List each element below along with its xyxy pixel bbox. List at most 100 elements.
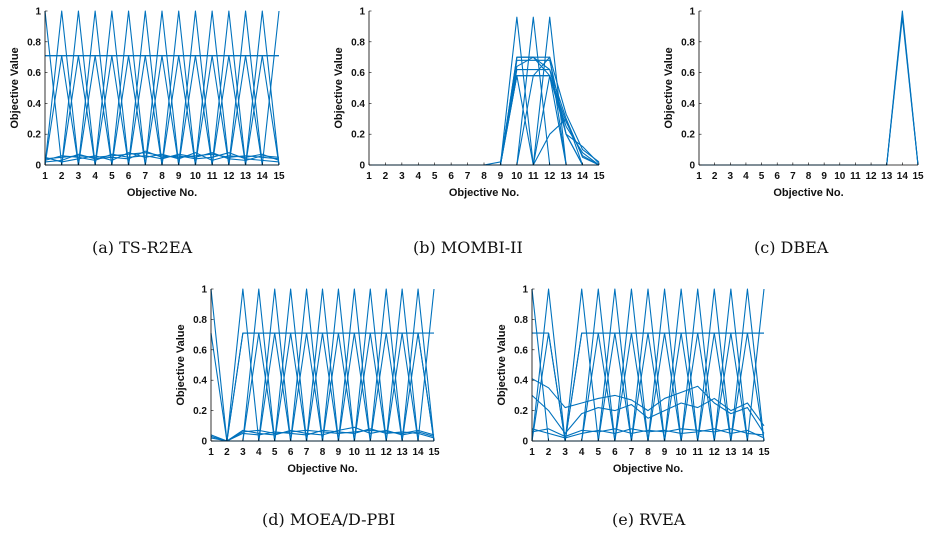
y-axis-label-c: Objective Value [663,47,675,128]
subplot-c: 1 2 3 4 5 6 7 8 9 10 11 12 13 14 1500.20.40.60.81Objec… [663,7,924,200]
x-tick-label-a: 1 [42,171,48,182]
y-tick-label-b: 0.4 [351,99,365,110]
series-line-a-8 [45,10,279,166]
series-line-d-29 [210,428,435,442]
x-tick-label-d: 15 [428,447,440,458]
y-tick-label-d: 0.4 [193,376,207,387]
y-axis-label-b: Objective Value [333,47,345,128]
y-tick-label-b: 0.2 [351,130,365,141]
x-tick-label-d: 1 [208,447,214,458]
x-tick-label-d: 12 [381,447,393,458]
x-tick-label-a: 11 [207,171,218,182]
x-tick-label-e: 5 [596,447,602,458]
y-tick-label-a: 0.8 [27,37,41,48]
y-tick-label-b: 0 [359,161,365,172]
series-line-a-2 [45,10,279,166]
series-line-d-10 [211,288,434,442]
subplot-d: 1 2 3 4 5 6 7 8 9 10 11 12 13 14 1500.20.40.60.81Objec… [175,285,440,476]
caption-a: (a) TS-R2EA [92,238,193,257]
series-line-a-12 [45,10,279,166]
y-tick-label-e: 0.6 [514,345,528,356]
x-tick-label-d: 7 [304,447,310,458]
series-line-d-30 [210,426,435,442]
series-line-a-33 [44,152,280,161]
x-tick-label-a: 5 [109,171,115,182]
x-tick-label-c: 10 [834,171,846,182]
series-line-a-6 [45,10,279,166]
x-tick-label-a: 12 [223,171,235,182]
series-line-a-7 [45,10,279,166]
x-tick-label-a: 15 [273,171,285,182]
x-tick-label-b: 9 [498,171,504,182]
x-tick-label-e: 12 [709,447,721,458]
x-tick-label-a: 8 [159,171,165,182]
x-tick-label-b: 13 [561,171,573,182]
subplot-e: 1 2 3 4 5 6 7 8 9 10 11 12 13 14 1500.20.40.60.81Objec… [496,285,770,476]
y-tick-label-e: 0 [522,437,528,448]
x-tick-label-e: 9 [662,447,668,458]
x-tick-label-b: 14 [577,171,589,182]
y-tick-label-c: 0.4 [681,99,695,110]
series-line-d-9 [211,288,434,442]
x-axis-label-e: Objective No. [613,463,683,475]
x-tick-label-e: 13 [725,447,737,458]
x-tick-label-d: 2 [224,447,230,458]
x-tick-label-a: 13 [240,171,252,182]
x-tick-label-d: 4 [256,447,262,458]
x-tick-label-b: 11 [528,171,539,182]
y-tick-label-d: 0.6 [193,345,207,356]
x-tick-label-e: 4 [579,447,585,458]
x-tick-label-d: 5 [272,447,278,458]
series-line-d-2 [211,288,434,442]
x-tick-label-e: 7 [629,447,635,458]
x-tick-label-c: 13 [881,171,893,182]
x-tick-label-a: 7 [143,171,149,182]
series-line-d-14 [211,288,435,442]
y-tick-label-d: 0.8 [193,315,207,326]
y-tick-label-c: 0.6 [681,68,695,79]
x-tick-label-d: 14 [413,447,425,458]
x-tick-label-b: 3 [399,171,405,182]
series-line-d-7 [211,288,434,442]
x-tick-label-c: 14 [897,171,909,182]
series-line-d-3 [211,288,434,442]
x-tick-label-d: 3 [240,447,246,458]
series-line-a-0 [44,10,279,166]
series-line-d-11 [211,288,434,442]
caption-c: (c) DBEA [754,238,829,257]
series-line-d-12 [211,288,434,442]
series-line-a-3 [45,10,279,166]
series-line-d-27 [211,332,435,442]
x-tick-label-d: 6 [288,447,294,458]
x-tick-label-e: 6 [612,447,618,458]
x-tick-label-b: 12 [544,171,556,182]
x-tick-label-b: 15 [593,171,605,182]
x-tick-label-e: 2 [546,447,552,458]
series-line-e-27 [532,332,764,442]
y-tick-label-e: 0.4 [514,376,528,387]
x-tick-label-c: 3 [728,171,734,182]
x-tick-label-d: 10 [349,447,361,458]
x-tick-label-c: 9 [821,171,827,182]
x-tick-label-c: 7 [790,171,796,182]
x-axis-label-d: Objective No. [287,463,357,475]
caption-b: (b) MOMBI-II [413,238,523,257]
y-tick-label-d: 0.2 [193,406,207,417]
series-line-d-6 [211,288,434,442]
y-axis-label-e: Objective Value [496,324,508,405]
y-tick-label-e: 1 [522,285,528,296]
series-line-a-11 [45,10,279,166]
series-line-e-29 [531,394,765,434]
x-tick-label-a: 10 [190,171,202,182]
x-tick-label-c: 2 [712,171,718,182]
series-line-d-4 [211,288,434,442]
x-tick-label-d: 13 [397,447,409,458]
x-tick-label-c: 15 [912,171,924,182]
x-tick-label-c: 4 [743,171,749,182]
y-tick-label-a: 1 [35,7,41,18]
x-axis-label-c: Objective No. [773,187,843,199]
x-tick-label-b: 6 [448,171,454,182]
series-line-a-1 [44,10,279,166]
x-tick-label-b: 2 [383,171,389,182]
